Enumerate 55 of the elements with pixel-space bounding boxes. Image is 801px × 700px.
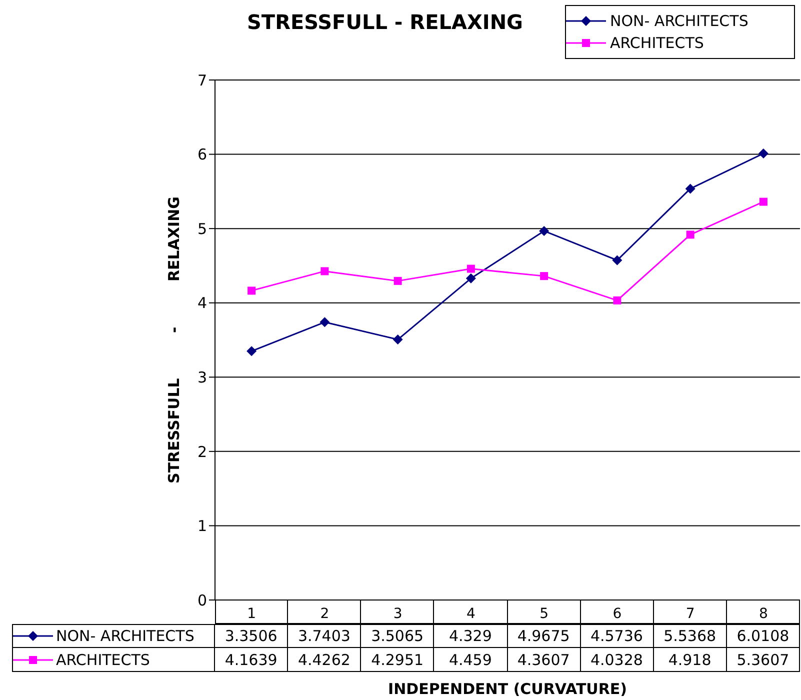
point (758, 148, 768, 158)
y-tick-label: 3 (197, 368, 207, 386)
point (466, 264, 475, 273)
y-tick-label: 2 (197, 442, 207, 461)
y-tick-label: 1 (197, 517, 207, 536)
data-label: 3.7403 (288, 624, 362, 648)
data-label: 5.5368 (654, 624, 727, 648)
data-label: 4.2951 (361, 648, 434, 672)
x-tick-label: 4 (466, 606, 476, 622)
point (686, 230, 694, 239)
data-label: 4.329 (434, 624, 508, 648)
x-tick-label: 2 (320, 606, 330, 622)
data-label: 4.4262 (288, 648, 362, 672)
data-label: 4.3607 (508, 648, 581, 672)
legend-label: ARCHITECTS (610, 34, 704, 52)
data-label: 3.5065 (361, 624, 434, 648)
data-label: 5.3607 (726, 648, 800, 672)
point (759, 198, 768, 206)
data-label: 4.0328 (580, 648, 654, 672)
x-tick-label: 3 (393, 606, 402, 622)
data-label: 4.5736 (580, 624, 654, 648)
point (394, 276, 402, 285)
y-tick-label: 6 (197, 146, 207, 164)
data-label: 4.918 (654, 648, 727, 672)
point (685, 184, 696, 194)
y-tick-label: 5 (197, 220, 207, 238)
y-axis-title: STRESSFULL - RELAXING (165, 196, 184, 486)
point (540, 272, 548, 280)
point (392, 334, 403, 345)
point (248, 286, 256, 295)
point (320, 267, 329, 276)
data-label: 3.3506 (215, 624, 288, 648)
x-axis-title: INDEPENDENT (CURVATURE) (386, 680, 628, 698)
point (612, 255, 622, 266)
x-tick-label: 7 (686, 606, 695, 622)
text: NON- ARCHITECTS (56, 627, 194, 645)
point (320, 317, 330, 328)
text: ARCHITECTS (56, 650, 150, 668)
point (613, 296, 622, 304)
x-tick-label: 6 (612, 606, 622, 622)
y-tick-label: 4 (197, 294, 207, 312)
chart-title: STRESSFULL - RELAXING (247, 10, 523, 34)
x-tick-label: 1 (247, 606, 256, 622)
y-tick-label: 7 (197, 71, 207, 90)
data-label: 4.9675 (508, 624, 581, 648)
legend-label: NON- ARCHITECTS (610, 12, 748, 30)
x-tick-label: 5 (540, 606, 549, 622)
data-label: 6.0108 (726, 624, 800, 648)
data-label: 4.459 (434, 648, 508, 672)
data-label: 4.1639 (215, 648, 288, 672)
y-tick-label: 0 (197, 591, 207, 610)
point (246, 346, 257, 356)
point (539, 226, 550, 236)
x-tick-label: 8 (758, 606, 768, 622)
point (466, 273, 476, 284)
